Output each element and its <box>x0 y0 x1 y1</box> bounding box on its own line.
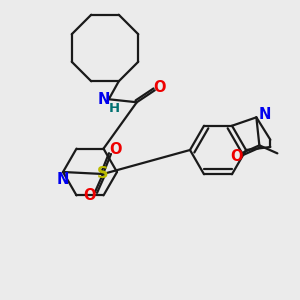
Text: H: H <box>109 102 120 115</box>
Text: N: N <box>57 172 69 188</box>
Text: O: O <box>154 80 166 95</box>
Text: O: O <box>84 188 96 203</box>
Text: N: N <box>98 92 110 107</box>
Text: O: O <box>230 149 243 164</box>
Text: O: O <box>110 142 122 158</box>
Text: S: S <box>97 167 109 182</box>
Text: N: N <box>258 107 271 122</box>
